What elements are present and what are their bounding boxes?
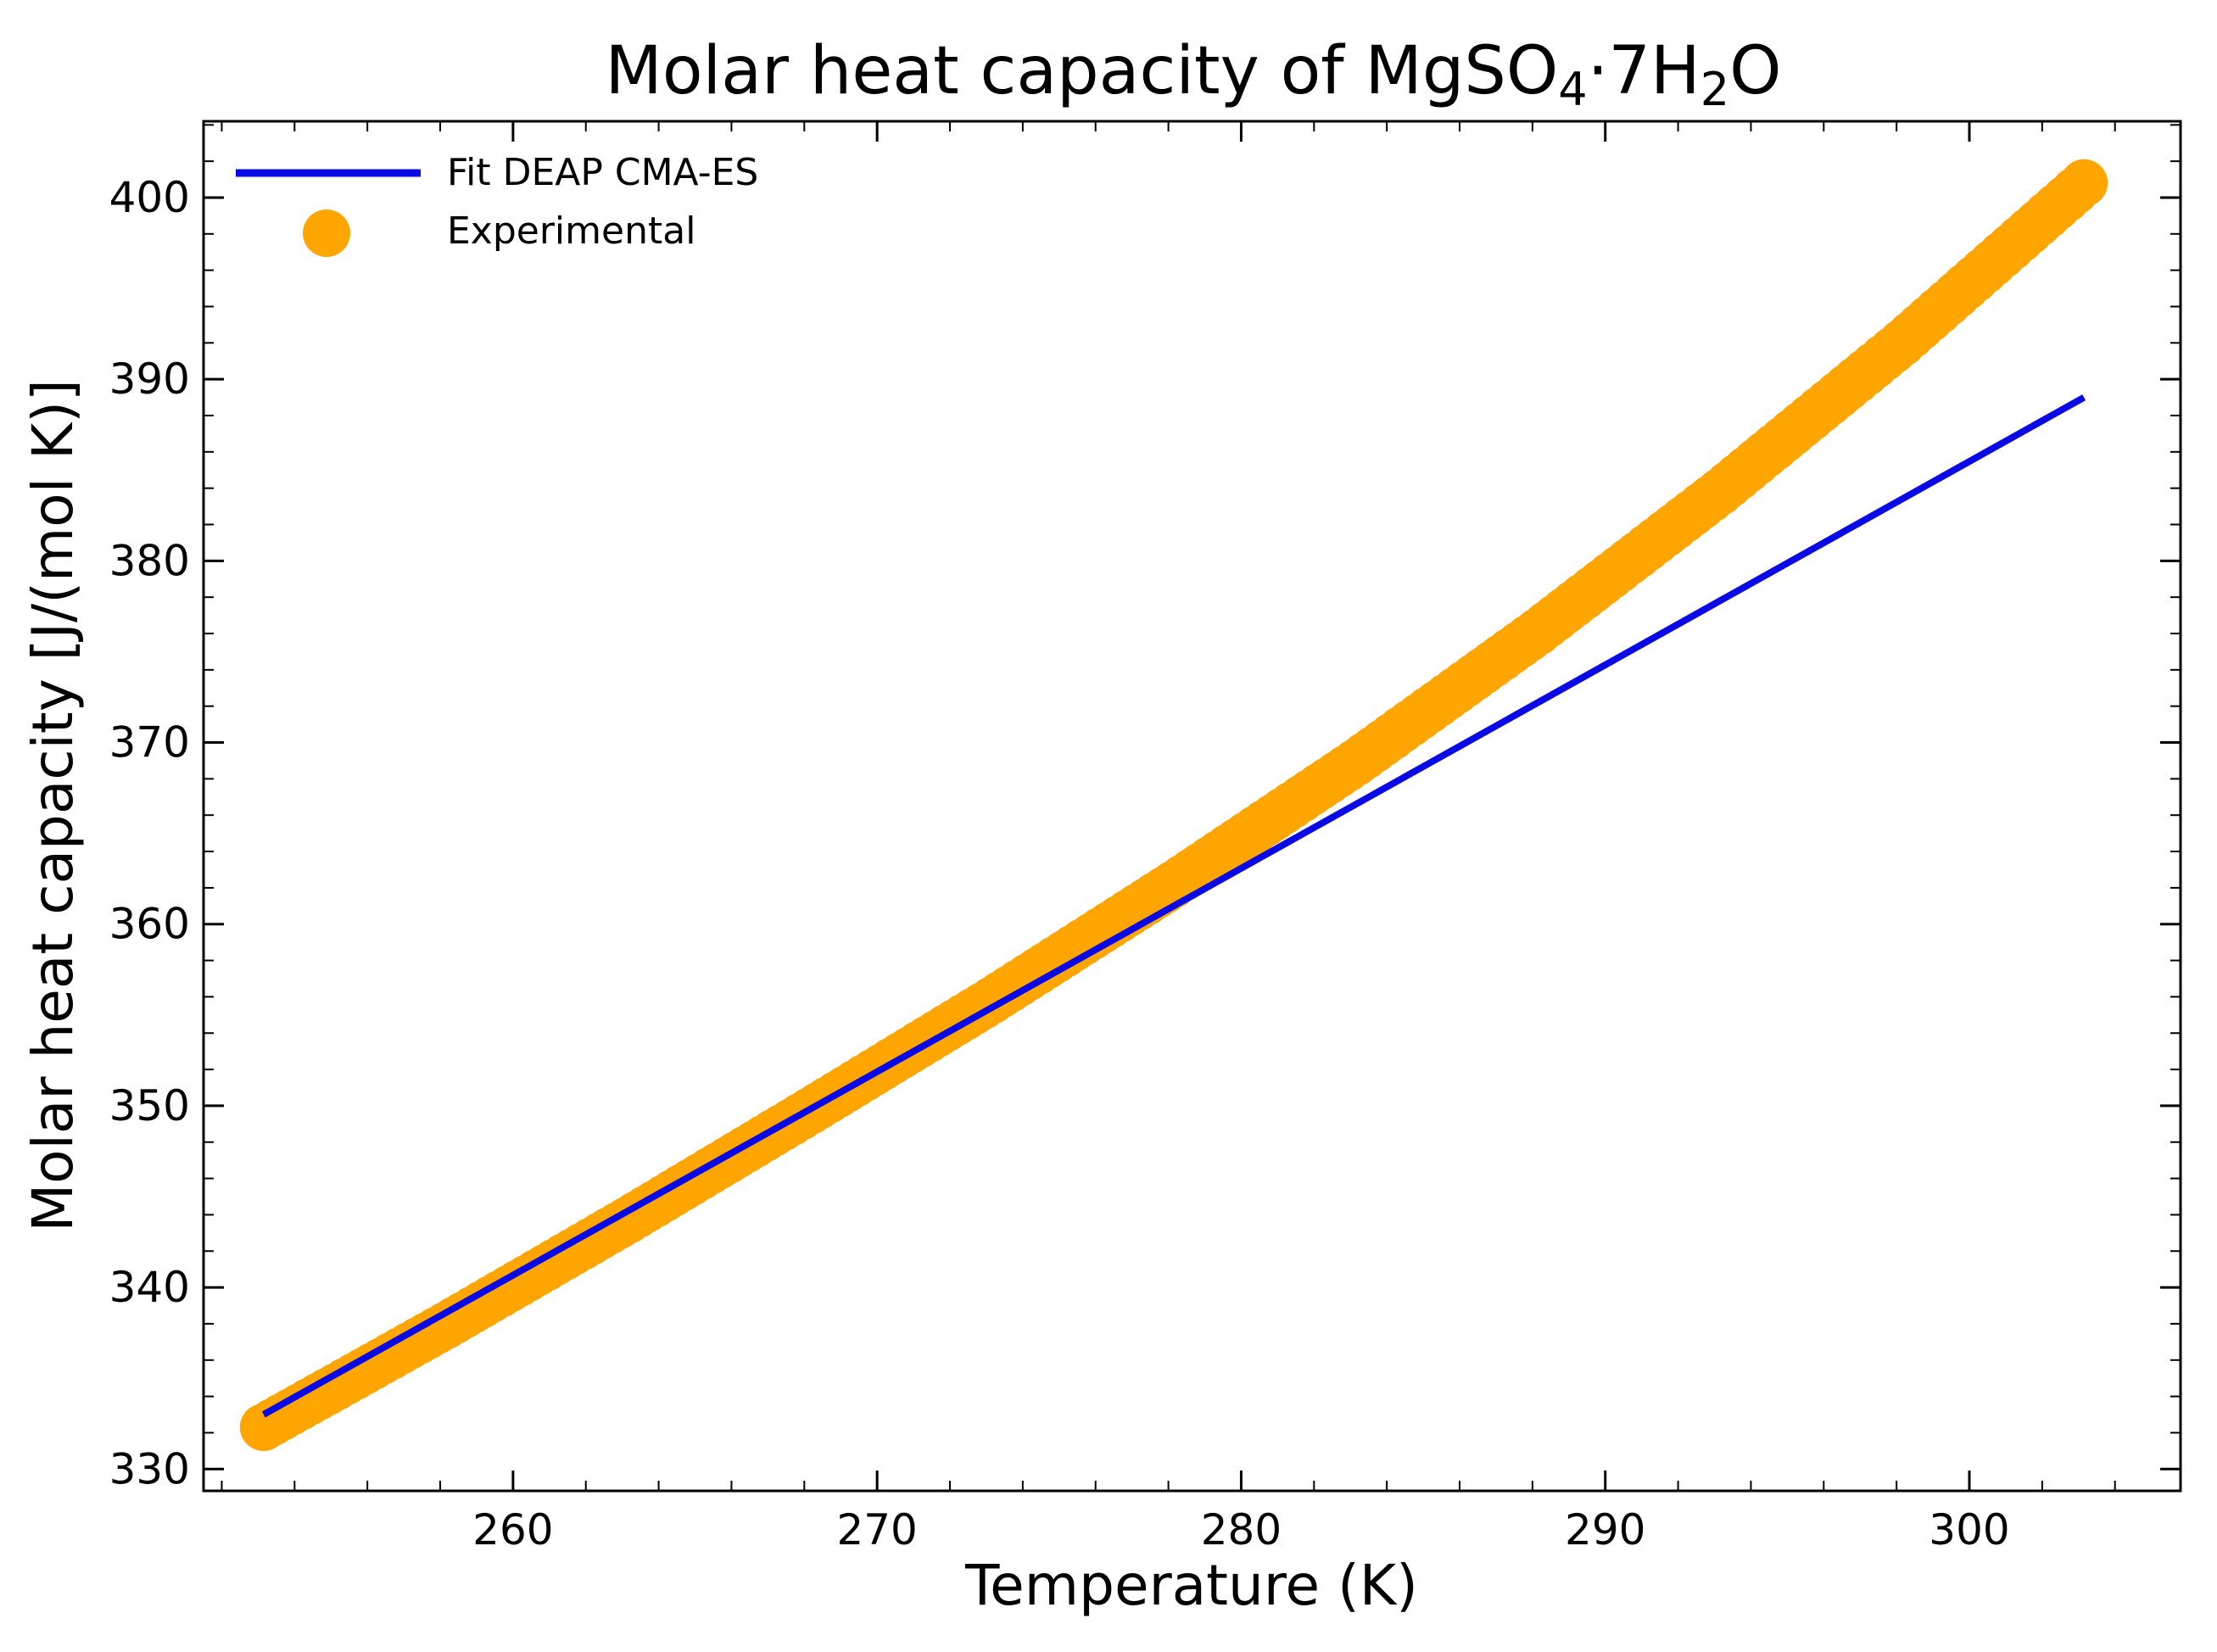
y-tick-label: 330 bbox=[109, 1444, 190, 1493]
legend-experimental-swatch bbox=[303, 209, 350, 257]
chart-title: Molar heat capacity of MgSO4·7H2O bbox=[606, 33, 1782, 116]
x-tick-labels: 260 270 280 290 300 bbox=[472, 1505, 2010, 1554]
y-tick-label: 400 bbox=[109, 173, 190, 222]
experimental-series bbox=[239, 159, 2108, 1451]
y-axis-label: Molar heat capacity [J/(mol K)] bbox=[20, 379, 86, 1232]
x-tick-label: 260 bbox=[472, 1505, 553, 1554]
y-tick-label: 360 bbox=[109, 900, 190, 949]
x-tick-label: 270 bbox=[836, 1505, 917, 1554]
y-tick-label: 390 bbox=[109, 354, 190, 404]
axis-ticks bbox=[204, 121, 2181, 1491]
legend: Fit DEAP CMA-ES Experimental bbox=[236, 151, 758, 257]
x-tick-label: 280 bbox=[1201, 1505, 1282, 1554]
x-tick-label: 300 bbox=[1929, 1505, 2009, 1554]
legend-fit-label: Fit DEAP CMA-ES bbox=[447, 151, 758, 194]
y-tick-label: 370 bbox=[109, 718, 190, 767]
y-tick-label: 340 bbox=[109, 1263, 190, 1312]
fit-line bbox=[261, 394, 2086, 1418]
y-tick-label: 380 bbox=[109, 536, 190, 585]
experimental-point bbox=[2060, 159, 2108, 207]
x-axis-label: Temperature (K) bbox=[964, 1553, 1418, 1618]
y-tick-labels: 330 340 350 360 370 380 390 400 bbox=[109, 173, 190, 1493]
y-tick-label: 350 bbox=[109, 1081, 190, 1130]
series-layer bbox=[239, 159, 2108, 1451]
legend-experimental-label: Experimental bbox=[447, 209, 695, 253]
x-tick-label: 290 bbox=[1565, 1505, 1645, 1554]
